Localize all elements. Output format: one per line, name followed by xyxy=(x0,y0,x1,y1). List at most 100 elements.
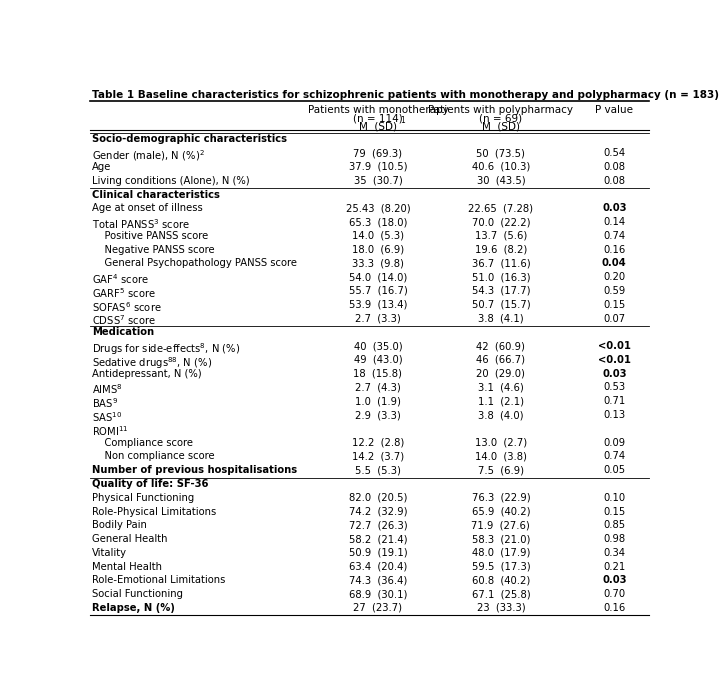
Text: Socio-demographic characteristics: Socio-demographic characteristics xyxy=(92,134,287,144)
Text: Gender (male), N (%)$^2$: Gender (male), N (%)$^2$ xyxy=(92,148,205,163)
Text: 0.13: 0.13 xyxy=(603,410,625,420)
Text: 0.15: 0.15 xyxy=(603,507,625,516)
Text: 60.8  (40.2): 60.8 (40.2) xyxy=(472,575,530,586)
Text: 14.0  (5.3): 14.0 (5.3) xyxy=(352,231,404,241)
Text: 48.0  (17.9): 48.0 (17.9) xyxy=(472,548,530,558)
Text: 0.07: 0.07 xyxy=(603,313,625,324)
Text: 0.74: 0.74 xyxy=(603,231,625,241)
Text: 20  (29.0): 20 (29.0) xyxy=(477,369,526,378)
Text: 0.15: 0.15 xyxy=(603,300,625,310)
Text: 65.9  (40.2): 65.9 (40.2) xyxy=(472,507,530,516)
Text: 82.0  (20.5): 82.0 (20.5) xyxy=(349,493,407,502)
Text: 74.2  (32.9): 74.2 (32.9) xyxy=(349,507,407,516)
Text: 55.7  (16.7): 55.7 (16.7) xyxy=(348,286,407,296)
Text: Positive PANSS score: Positive PANSS score xyxy=(92,231,208,241)
Text: CDSS$^7$ score: CDSS$^7$ score xyxy=(92,313,156,327)
Text: Patients with monotherapy: Patients with monotherapy xyxy=(308,105,448,114)
Text: 76.3  (22.9): 76.3 (22.9) xyxy=(472,493,530,502)
Text: 51.0  (16.3): 51.0 (16.3) xyxy=(472,272,530,282)
Text: 0.09: 0.09 xyxy=(603,437,625,448)
Text: 3.8  (4.0): 3.8 (4.0) xyxy=(478,410,523,420)
Text: Drugs for side-effects$^8$, N (%): Drugs for side-effects$^8$, N (%) xyxy=(92,341,240,357)
Text: Clinical characteristics: Clinical characteristics xyxy=(92,189,220,200)
Text: General Health: General Health xyxy=(92,534,167,544)
Text: 0.98: 0.98 xyxy=(603,534,625,544)
Text: 2.7  (3.3): 2.7 (3.3) xyxy=(355,313,401,324)
Text: Non compliance score: Non compliance score xyxy=(92,451,214,462)
Text: 18  (15.8): 18 (15.8) xyxy=(353,369,402,378)
Text: 0.10: 0.10 xyxy=(603,493,625,502)
Text: 59.5  (17.3): 59.5 (17.3) xyxy=(472,561,530,572)
Text: 50.7  (15.7): 50.7 (15.7) xyxy=(472,300,530,310)
Text: 0.03: 0.03 xyxy=(602,203,627,213)
Text: 22.65  (7.28): 22.65 (7.28) xyxy=(469,203,534,213)
Text: Sedative drugs$^{88}$, N (%): Sedative drugs$^{88}$, N (%) xyxy=(92,355,212,371)
Text: 0.03: 0.03 xyxy=(602,575,627,586)
Text: 35  (30.7): 35 (30.7) xyxy=(353,176,402,186)
Text: 0.16: 0.16 xyxy=(603,603,625,613)
Text: 0.05: 0.05 xyxy=(603,465,625,475)
Text: Mental Health: Mental Health xyxy=(92,561,162,572)
Text: Medication: Medication xyxy=(92,327,154,337)
Text: 13.0  (2.7): 13.0 (2.7) xyxy=(474,437,527,448)
Text: 12.2  (2.8): 12.2 (2.8) xyxy=(352,437,404,448)
Text: 25.43  (8.20): 25.43 (8.20) xyxy=(345,203,410,213)
Text: 18.0  (6.9): 18.0 (6.9) xyxy=(352,245,404,254)
Text: 3.1  (4.6): 3.1 (4.6) xyxy=(478,383,523,392)
Text: 23  (33.3): 23 (33.3) xyxy=(477,603,525,613)
Text: ROMI$^{11}$: ROMI$^{11}$ xyxy=(92,424,128,437)
Text: SAS$^{10}$: SAS$^{10}$ xyxy=(92,410,122,424)
Text: 0.20: 0.20 xyxy=(603,272,625,282)
Text: 1: 1 xyxy=(400,116,405,125)
Text: 33.3  (9.8): 33.3 (9.8) xyxy=(352,258,404,268)
Text: General Psychopathology PANSS score: General Psychopathology PANSS score xyxy=(92,258,297,268)
Text: 0.59: 0.59 xyxy=(603,286,625,296)
Text: Vitality: Vitality xyxy=(92,548,127,558)
Text: 36.7  (11.6): 36.7 (11.6) xyxy=(472,258,530,268)
Text: GAF$^4$ score: GAF$^4$ score xyxy=(92,272,149,286)
Text: 53.9  (13.4): 53.9 (13.4) xyxy=(349,300,407,310)
Text: Age at onset of illness: Age at onset of illness xyxy=(92,203,203,213)
Text: 49  (43.0): 49 (43.0) xyxy=(353,355,402,365)
Text: 14.0  (3.8): 14.0 (3.8) xyxy=(475,451,527,462)
Text: SOFAS$^6$ score: SOFAS$^6$ score xyxy=(92,300,162,313)
Text: 54.0  (14.0): 54.0 (14.0) xyxy=(349,272,407,282)
Text: Antidepressant, N (%): Antidepressant, N (%) xyxy=(92,369,201,378)
Text: 13.7  (5.6): 13.7 (5.6) xyxy=(474,231,527,241)
Text: Age: Age xyxy=(92,162,111,172)
Text: 40  (35.0): 40 (35.0) xyxy=(353,341,402,351)
Text: 54.3  (17.7): 54.3 (17.7) xyxy=(472,286,530,296)
Text: 58.3  (21.0): 58.3 (21.0) xyxy=(472,534,530,544)
Text: 2.9  (3.3): 2.9 (3.3) xyxy=(355,410,401,420)
Text: BAS$^9$: BAS$^9$ xyxy=(92,396,118,410)
Text: Quality of life: SF-36: Quality of life: SF-36 xyxy=(92,479,208,489)
Text: 0.03: 0.03 xyxy=(602,369,627,378)
Text: 0.85: 0.85 xyxy=(603,520,625,530)
Text: 7.5  (6.9): 7.5 (6.9) xyxy=(478,465,524,475)
Text: Relapse, N (%): Relapse, N (%) xyxy=(92,603,174,613)
Text: 0.74: 0.74 xyxy=(603,451,625,462)
Text: 72.7  (26.3): 72.7 (26.3) xyxy=(348,520,407,530)
Text: 70.0  (22.2): 70.0 (22.2) xyxy=(472,217,530,227)
Text: Negative PANSS score: Negative PANSS score xyxy=(92,245,214,254)
Text: 50  (73.5): 50 (73.5) xyxy=(477,148,526,158)
Text: M  (SD): M (SD) xyxy=(482,121,520,132)
Text: Number of previous hospitalisations: Number of previous hospitalisations xyxy=(92,465,297,475)
Text: <0.01: <0.01 xyxy=(598,355,631,365)
Text: 63.4  (20.4): 63.4 (20.4) xyxy=(349,561,407,572)
Text: 5.5  (5.3): 5.5 (5.3) xyxy=(355,465,401,475)
Text: 0.08: 0.08 xyxy=(603,162,625,172)
Text: M  (SD): M (SD) xyxy=(359,121,397,132)
Text: 14.2  (3.7): 14.2 (3.7) xyxy=(352,451,404,462)
Text: 42  (60.9): 42 (60.9) xyxy=(477,341,526,351)
Text: 1.0  (1.9): 1.0 (1.9) xyxy=(355,396,401,406)
Text: 0.04: 0.04 xyxy=(602,258,627,268)
Text: Living conditions (Alone), N (%): Living conditions (Alone), N (%) xyxy=(92,176,249,186)
Text: 0.14: 0.14 xyxy=(603,217,625,227)
Text: 19.6  (8.2): 19.6 (8.2) xyxy=(474,245,527,254)
Text: 37.9  (10.5): 37.9 (10.5) xyxy=(349,162,407,172)
Text: 68.9  (30.1): 68.9 (30.1) xyxy=(349,589,407,599)
Text: 71.9  (27.6): 71.9 (27.6) xyxy=(472,520,530,530)
Text: 74.3  (36.4): 74.3 (36.4) xyxy=(349,575,407,586)
Text: GARF$^5$ score: GARF$^5$ score xyxy=(92,286,156,300)
